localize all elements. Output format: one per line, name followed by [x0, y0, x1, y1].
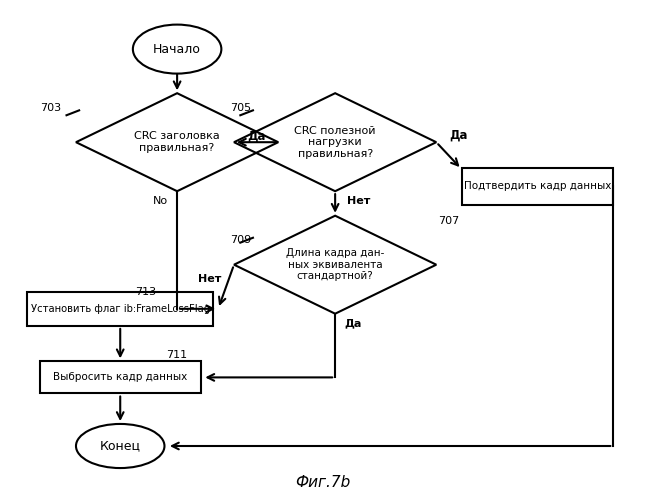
- Text: 709: 709: [230, 235, 251, 245]
- Bar: [27, 292, 213, 326]
- Bar: [462, 168, 613, 204]
- Text: 705: 705: [230, 103, 251, 113]
- Text: 707: 707: [439, 216, 459, 226]
- Text: Да: Да: [344, 318, 362, 328]
- Text: Фиг.7b: Фиг.7b: [295, 475, 350, 490]
- Text: Начало: Начало: [153, 42, 201, 56]
- Text: CRC полезной
нагрузки
правильная?: CRC полезной нагрузки правильная?: [294, 126, 376, 159]
- Text: No: No: [152, 196, 168, 206]
- Text: Установить флаг ib:FrameLossFlag: Установить флаг ib:FrameLossFlag: [31, 304, 210, 314]
- Text: Длина кадра дан-
ных эквивалента
стандартной?: Длина кадра дан- ных эквивалента стандар…: [286, 248, 384, 282]
- Text: 711: 711: [166, 350, 188, 360]
- Text: 703: 703: [40, 103, 61, 113]
- Text: CRC заголовка
правильная?: CRC заголовка правильная?: [134, 132, 220, 153]
- Text: Конец: Конец: [100, 440, 141, 452]
- Text: Подтвердить кадр данных: Подтвердить кадр данных: [464, 182, 611, 192]
- Text: Выбросить кадр данных: Выбросить кадр данных: [53, 372, 187, 382]
- Text: Да: Да: [449, 128, 468, 141]
- Text: 713: 713: [135, 286, 156, 296]
- Text: Нет: Нет: [346, 196, 370, 206]
- Text: Нет: Нет: [198, 274, 221, 284]
- Text: Да: Да: [247, 130, 265, 143]
- Bar: [39, 362, 201, 394]
